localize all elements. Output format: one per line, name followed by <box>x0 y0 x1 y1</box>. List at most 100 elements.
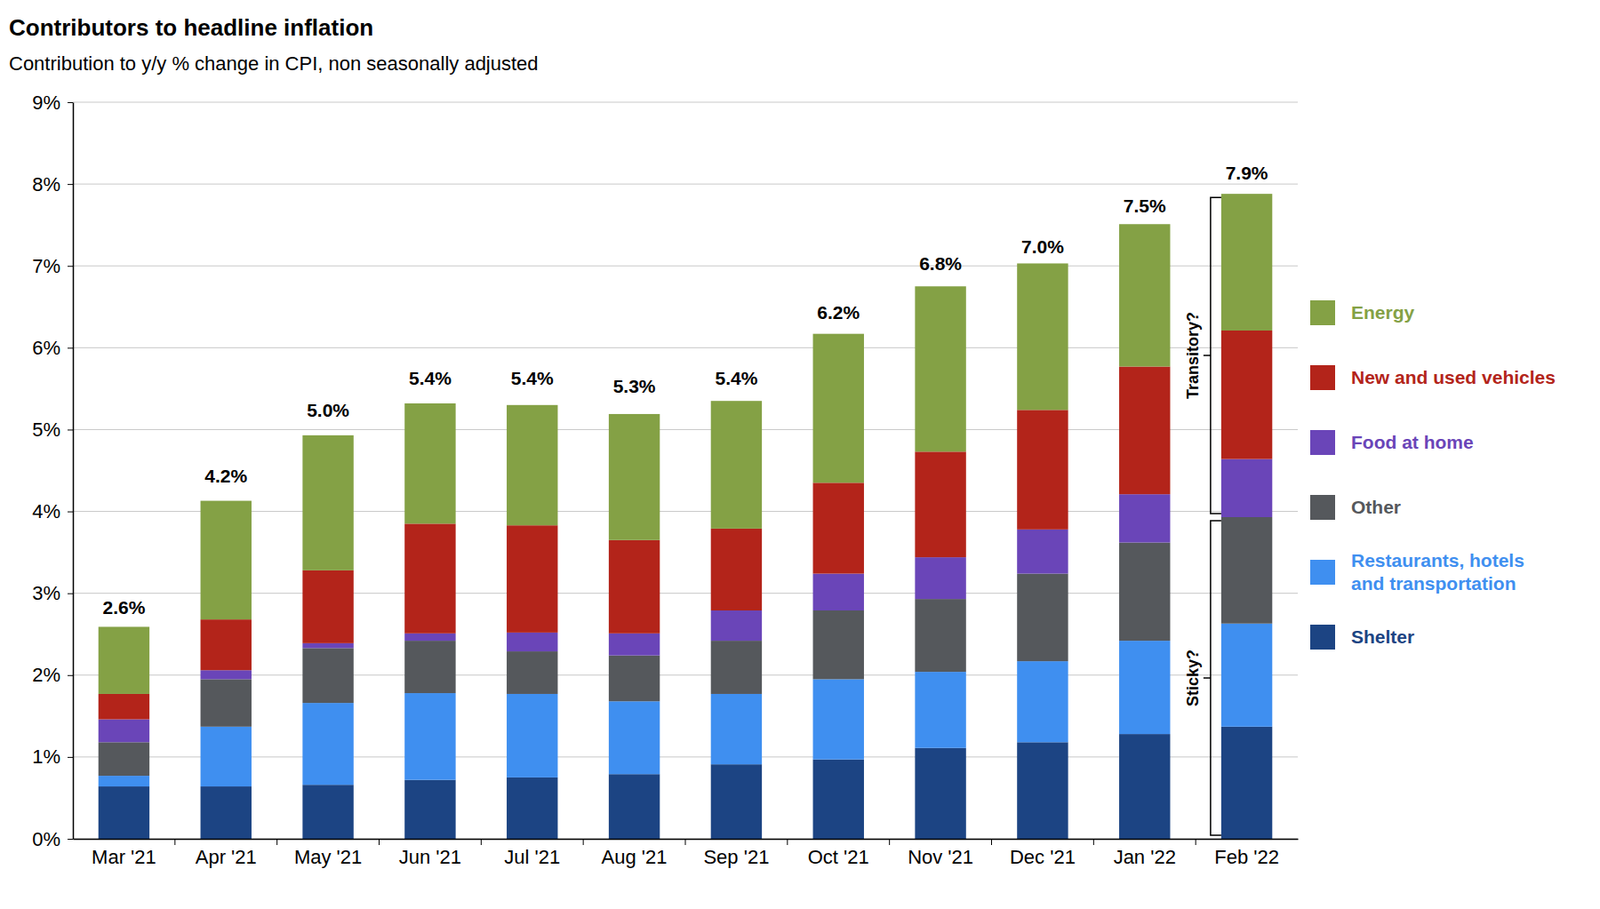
bar-segment <box>506 694 558 778</box>
y-tick-label: 2% <box>32 664 61 687</box>
annotation-label: Sticky? <box>1184 649 1202 707</box>
bar-segment <box>98 786 150 840</box>
plot-area: 0%1%2%3%4%5%6%7%8%9%Mar '21Apr '21May '2… <box>32 91 1298 869</box>
legend-label: Energy <box>1351 302 1416 323</box>
bar-segment <box>1119 640 1170 735</box>
y-tick-mark <box>67 347 73 349</box>
x-tick: Apr '21 <box>195 839 257 869</box>
bar-segment <box>200 727 252 787</box>
grid-line <box>72 429 1298 431</box>
x-tick-label: May '21 <box>294 846 362 869</box>
y-tick-mark <box>67 184 73 185</box>
x-tick: Sep '21 <box>703 839 769 869</box>
bar-segment <box>506 651 558 695</box>
bar-segment <box>404 633 456 641</box>
x-separator <box>786 839 788 846</box>
x-tick-label: Mar '21 <box>91 846 157 869</box>
bar-segment <box>200 786 252 840</box>
bar-segment <box>1016 263 1068 410</box>
y-tick-mark <box>67 839 73 840</box>
legend-label-line: Restaurants, hotels <box>1351 550 1525 571</box>
y-tick-label: 8% <box>32 173 61 196</box>
x-separator <box>1093 839 1095 846</box>
total-label: 2.6% <box>102 597 145 618</box>
x-separator <box>991 839 992 846</box>
y-tick: 3% <box>32 582 73 605</box>
x-tick-label: Jan '22 <box>1113 846 1176 869</box>
total-labels: 2.6%4.2%5.0%5.4%5.4%5.3%5.4%6.2%6.8%7.0%… <box>102 162 1268 617</box>
legend: EnergyNew and used vehiclesFood at homeO… <box>1310 300 1556 650</box>
x-tick-label: Jul '21 <box>504 846 560 869</box>
total-label: 6.8% <box>919 253 962 274</box>
legend-item: Other <box>1310 495 1401 520</box>
bar-segment <box>1119 224 1170 367</box>
legend-swatch <box>1310 365 1336 391</box>
bar-segment <box>914 599 966 672</box>
y-tick-label: 3% <box>32 582 61 605</box>
x-tick: May '21 <box>294 839 362 869</box>
bar-segment <box>1221 193 1272 331</box>
legend-label-line: Other <box>1351 496 1401 518</box>
grid-line <box>72 756 1298 758</box>
bar-segment <box>813 610 864 680</box>
total-label: 6.2% <box>816 302 860 323</box>
x-separator <box>174 839 176 846</box>
bar-segment <box>404 693 456 781</box>
x-tick: Feb '22 <box>1214 839 1280 869</box>
total-label: 5.3% <box>613 376 656 397</box>
bar-segment <box>1119 494 1170 543</box>
y-tick: 8% <box>32 173 73 196</box>
y-tick-mark <box>67 757 73 759</box>
legend-label: Restaurants, hotelsand transportation <box>1351 550 1525 594</box>
legend-swatch <box>1310 300 1336 326</box>
bar-segment <box>1221 517 1272 624</box>
y-tick: 7% <box>32 255 73 278</box>
y-tick-label: 9% <box>32 91 61 114</box>
bar-segment <box>200 679 252 727</box>
bar-segment <box>608 774 660 840</box>
y-tick-label: 0% <box>32 828 61 851</box>
x-separator <box>378 839 380 846</box>
bar-segment <box>608 656 660 703</box>
bar-segment <box>813 574 864 611</box>
x-tick: Aug '21 <box>601 839 668 869</box>
legend-label-line: Shelter <box>1351 626 1415 648</box>
bar-segment <box>711 694 762 765</box>
bar-segment <box>404 403 456 524</box>
legend-label: Other <box>1351 496 1401 518</box>
legend-label: Shelter <box>1351 626 1415 648</box>
y-tick-mark <box>67 675 73 677</box>
x-separator <box>685 839 687 846</box>
bar-segment <box>1016 574 1068 663</box>
y-tick-mark <box>67 512 73 513</box>
x-tick-label: Dec '21 <box>1009 846 1076 869</box>
bar-segment <box>1221 330 1272 460</box>
bar-series <box>98 624 1273 787</box>
legend-item: Energy <box>1310 300 1416 326</box>
total-label: 7.0% <box>1021 236 1064 257</box>
bar-segment <box>1119 734 1170 840</box>
annotations: Transitory?Sticky? <box>1184 197 1222 836</box>
bar-segment <box>98 776 150 787</box>
annotation-bracket <box>1203 197 1222 514</box>
bar-segment <box>1016 409 1068 529</box>
bar-segment <box>608 701 660 775</box>
x-separator <box>276 839 278 846</box>
bar-segment <box>813 760 864 840</box>
bar-segment <box>98 626 150 695</box>
bar-series <box>98 330 1273 720</box>
total-label: 4.2% <box>204 465 248 487</box>
grid-line <box>72 184 1298 185</box>
legend-swatch <box>1310 430 1336 456</box>
bar-segment <box>404 523 456 633</box>
grid-line <box>72 102 1298 104</box>
bar-segment <box>914 451 966 558</box>
y-tick: 2% <box>32 664 73 687</box>
chart-title: Contributors to headline inflation <box>8 14 374 41</box>
x-tick: Oct '21 <box>808 839 870 869</box>
x-separator <box>583 839 584 846</box>
bars <box>98 193 1273 840</box>
legend-label-line: Energy <box>1351 302 1416 323</box>
legend-item: New and used vehicles <box>1310 365 1556 391</box>
bar-segment <box>506 525 558 633</box>
